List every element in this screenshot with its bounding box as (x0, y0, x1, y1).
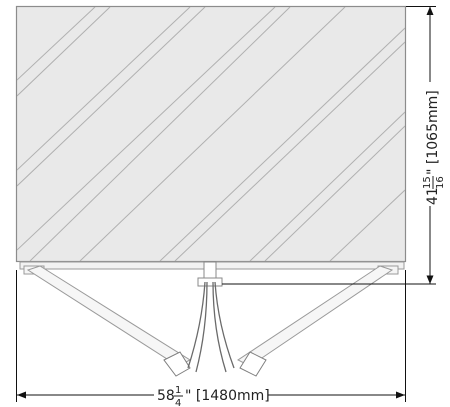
glass-hatch-lines (17, 7, 405, 261)
width-label: 58 1 4 " [1480mm] (157, 385, 270, 407)
glass-panel-body (15, 5, 407, 263)
height-arrow-bottom (426, 275, 434, 284)
height-frac-den: 16 (435, 176, 446, 189)
height-suffix: " [1065mm] (425, 90, 441, 175)
width-whole: 58 (157, 388, 175, 404)
glass-panel (15, 5, 407, 263)
height-label: 41 15 16 " [1065mm] (422, 90, 446, 205)
door-swing-arcs (187, 281, 235, 373)
height-frac-num: 15 (422, 176, 433, 189)
width-frac-den: 4 (175, 398, 181, 407)
right-door-leaf (237, 265, 394, 377)
width-frac-num: 1 (175, 385, 181, 396)
width-dimension (16, 270, 406, 402)
width-arrow-right (396, 391, 405, 399)
height-dimension (222, 6, 436, 285)
bottom-track (19, 261, 405, 287)
left-door-leaf (26, 265, 192, 377)
width-suffix: " [1480mm] (185, 388, 270, 404)
height-whole: 41 (425, 187, 441, 205)
height-arrow-top (426, 6, 434, 15)
width-arrow-left (17, 391, 26, 399)
